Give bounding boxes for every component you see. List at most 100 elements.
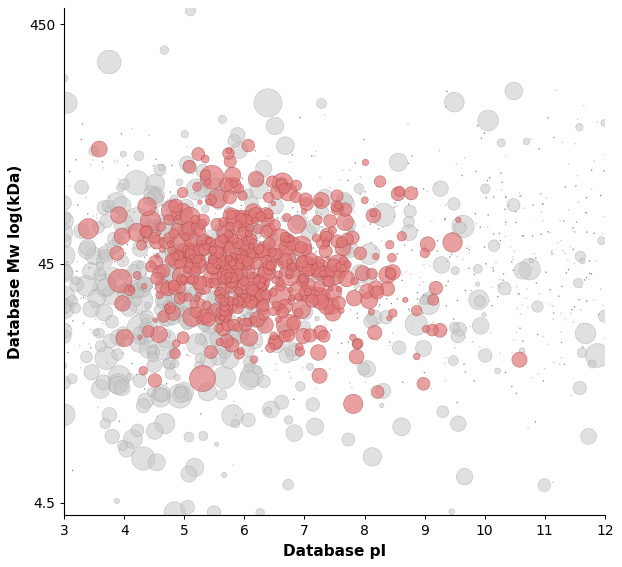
Point <box>317 209 327 218</box>
Point <box>241 253 251 263</box>
Point <box>235 329 245 338</box>
Point <box>132 215 142 224</box>
Point <box>233 323 243 332</box>
Point <box>234 297 244 306</box>
Point <box>77 183 86 192</box>
Point <box>476 321 486 331</box>
Point <box>246 212 256 221</box>
Point <box>345 221 355 230</box>
Point <box>213 231 223 240</box>
Point <box>517 231 527 240</box>
Point <box>236 295 246 304</box>
Point <box>420 242 430 251</box>
Point <box>162 334 172 343</box>
Point <box>312 215 322 225</box>
Point <box>320 253 330 262</box>
Point <box>244 358 254 367</box>
Point <box>340 218 350 227</box>
Point <box>294 286 304 295</box>
Point <box>253 225 262 234</box>
Point <box>415 273 425 282</box>
Point <box>236 325 246 334</box>
Point <box>275 235 285 244</box>
Point <box>236 215 246 224</box>
Point <box>252 236 262 246</box>
Point <box>345 166 355 175</box>
Point <box>94 145 104 154</box>
Point <box>306 310 316 319</box>
Point <box>440 215 450 224</box>
Point <box>355 269 365 278</box>
Point <box>267 248 277 257</box>
Point <box>114 372 124 381</box>
Point <box>180 248 190 257</box>
Point <box>132 370 142 379</box>
Point <box>460 333 470 342</box>
Point <box>269 307 279 316</box>
Point <box>67 297 77 306</box>
Point <box>170 283 180 292</box>
Point <box>255 278 265 287</box>
Point <box>419 344 429 353</box>
Point <box>224 230 234 239</box>
Point <box>243 180 253 189</box>
Point <box>471 167 481 176</box>
Point <box>156 222 166 231</box>
Point <box>116 244 126 253</box>
Point <box>174 282 183 291</box>
Point <box>65 167 75 176</box>
Point <box>536 189 545 198</box>
Point <box>547 302 557 311</box>
Point <box>220 297 230 306</box>
Point <box>172 255 182 264</box>
Point <box>59 301 69 310</box>
Point <box>256 287 266 297</box>
Point <box>279 214 289 223</box>
Point <box>198 318 208 327</box>
Point <box>507 382 517 391</box>
Point <box>170 258 180 267</box>
Point <box>560 315 570 324</box>
Point <box>59 160 69 169</box>
Point <box>148 347 158 356</box>
Point <box>248 249 258 259</box>
Point <box>343 176 353 185</box>
Point <box>325 217 335 226</box>
Point <box>59 410 69 419</box>
Point <box>580 208 590 217</box>
Point <box>254 244 264 253</box>
Point <box>162 290 172 299</box>
Point <box>269 180 279 189</box>
Point <box>86 304 96 314</box>
Point <box>221 223 231 232</box>
Point <box>213 194 223 203</box>
Point <box>233 243 243 252</box>
Point <box>305 331 315 340</box>
Point <box>496 168 506 177</box>
Point <box>160 238 170 247</box>
Point <box>508 252 518 261</box>
Point <box>226 210 236 219</box>
Point <box>178 293 188 302</box>
Point <box>183 247 193 256</box>
Point <box>162 359 172 369</box>
Point <box>339 196 349 205</box>
Point <box>514 290 524 299</box>
Point <box>238 268 248 277</box>
Point <box>343 435 353 444</box>
Point <box>101 283 111 292</box>
Point <box>259 377 269 386</box>
Point <box>383 284 392 293</box>
Point <box>179 344 189 353</box>
Point <box>587 185 596 194</box>
Point <box>575 383 585 392</box>
Point <box>296 243 306 252</box>
Point <box>219 285 229 294</box>
Point <box>544 299 554 308</box>
Point <box>324 288 334 297</box>
Point <box>244 229 254 238</box>
Point <box>130 243 140 252</box>
Point <box>575 122 585 132</box>
Point <box>135 364 145 373</box>
Point <box>314 198 324 207</box>
